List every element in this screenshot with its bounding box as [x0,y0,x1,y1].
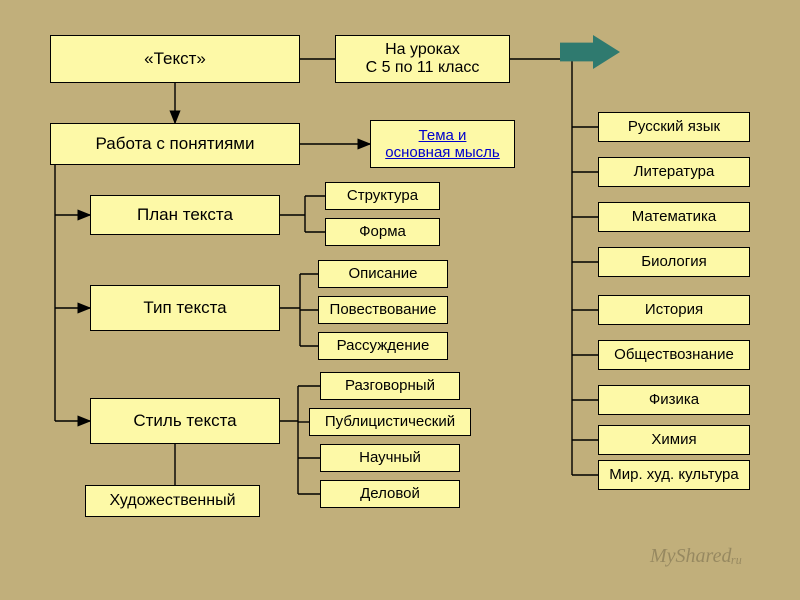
node-label: Структура [347,187,418,204]
node-label: На урокахС 5 по 11 класс [366,41,480,78]
node-form: Форма [325,218,440,246]
node-plan: План текста [90,195,280,235]
node-culture: Мир. худ. культура [598,460,750,490]
node-public: Публицистический [309,408,471,436]
node-concepts: Работа с понятиями [50,123,300,165]
node-label: Физика [649,391,699,408]
node-science: Научный [320,444,460,472]
node-label: Мир. худ. культура [609,466,739,483]
node-label: Разговорный [345,377,435,394]
node-text: «Текст» [50,35,300,83]
node-label: Повествование [330,301,437,318]
node-label: Биология [641,253,706,270]
node-label[interactable]: Тема иосновная мысль [385,127,500,162]
node-reason: Рассуждение [318,332,448,360]
node-label: Химия [651,431,696,448]
node-label: Форма [359,223,406,240]
node-bio: Биология [598,247,750,277]
node-label: Описание [348,265,417,282]
node-math: Математика [598,202,750,232]
node-label: Математика [632,208,717,225]
node-descr: Описание [318,260,448,288]
node-hist: История [598,295,750,325]
node-lit: Литература [598,157,750,187]
node-art: Художественный [85,485,260,517]
node-style: Стиль текста [90,398,280,444]
node-type: Тип текста [90,285,280,331]
node-label: Литература [634,163,715,180]
node-business: Деловой [320,480,460,508]
node-label: Работа с понятиями [96,134,255,154]
node-label: Художественный [109,492,235,510]
node-rus: Русский язык [598,112,750,142]
node-label: Тип текста [143,298,226,318]
node-structure: Структура [325,182,440,210]
node-label: Русский язык [628,118,720,135]
node-lessons: На урокахС 5 по 11 класс [335,35,510,83]
node-label: Обществознание [614,346,734,363]
node-label: История [645,301,703,318]
node-chem: Химия [598,425,750,455]
node-label: Рассуждение [337,337,430,354]
node-theme[interactable]: Тема иосновная мысль [370,120,515,168]
node-label: Научный [359,449,421,466]
node-label: План текста [137,205,233,225]
node-label: Публицистический [325,413,455,430]
node-narr: Повествование [318,296,448,324]
node-label: «Текст» [144,49,206,69]
next-arrow-icon[interactable] [560,35,620,69]
node-soc: Обществознание [598,340,750,370]
node-label: Стиль текста [133,411,236,431]
node-label: Деловой [360,485,420,502]
node-talk: Разговорный [320,372,460,400]
node-phys: Физика [598,385,750,415]
